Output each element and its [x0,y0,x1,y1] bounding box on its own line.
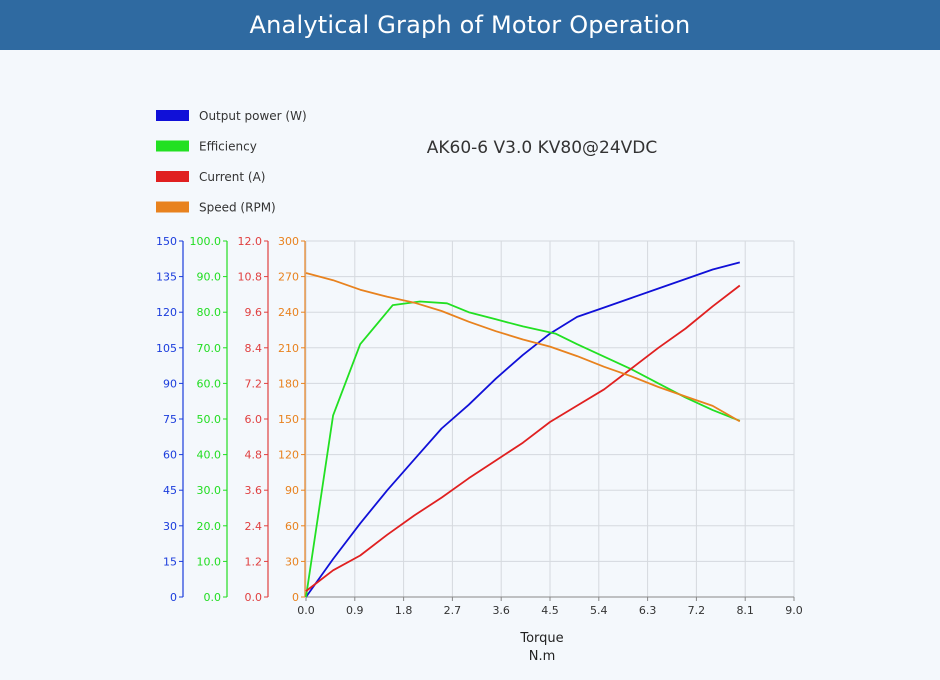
y-axis-current-tick-label: 8.4 [245,342,263,355]
y-axis-current-tick-label: 6.0 [245,413,263,426]
x-axis-unit: N.m [529,649,556,664]
y-axis-power-tick-label: 120 [156,306,177,319]
y-axis-current-tick-label: 12.0 [238,235,263,248]
legend-label-power: Output power (W) [199,109,307,123]
y-axis-eff-tick-label: 20.0 [197,520,222,533]
y-axis-eff-tick-label: 100.0 [190,235,222,248]
header-banner: Analytical Graph of Motor Operation [0,0,940,50]
legend-swatch-power [156,110,189,121]
y-axes: 0 15 30 45 60 75 90 105 120 135 150 0.0 10.0 20.0 30.0… [156,235,306,604]
y-axis-eff-tick-label: 70.0 [197,342,222,355]
y-axis-power-tick-label: 45 [163,484,177,497]
y-axis-power-tick-label: 135 [156,271,177,284]
x-tick-label: 3.6 [492,604,510,617]
legend-swatch-current [156,171,189,182]
y-axis-current-tick-label: 9.6 [245,306,263,319]
y-axis-power-tick-label: 60 [163,449,177,462]
series-group [305,261,741,598]
legend: Output power (W) Efficiency Current (A) Spe… [156,109,307,215]
x-tick-label: 9.0 [785,604,803,617]
y-axis-speed-tick-label: 30 [285,555,299,568]
y-axis-speed-tick-label: 270 [278,271,299,284]
y-axis-power-tick-label: 0 [170,591,177,604]
x-tick-label: 7.2 [688,604,706,617]
y-axis-eff-tick-label: 0.0 [204,591,222,604]
y-axis-power-tick-label: 90 [163,377,177,390]
y-axis-speed-tick-label: 150 [278,413,299,426]
x-tick-label: 6.3 [639,604,657,617]
x-axis: 0.0 0.9 1.8 2.7 3.6 4.5 5.4 6.3 7.2 8.1 9.0 [297,596,803,617]
y-axis-current-tick-label: 7.2 [245,377,263,390]
page-title: Analytical Graph of Motor Operation [249,11,691,39]
series-line-current [305,284,741,592]
y-axis-speed-tick-label: 180 [278,377,299,390]
x-axis-label: Torque [519,631,563,646]
y-axis-eff-tick-label: 40.0 [197,449,222,462]
x-tick-label: 2.7 [444,604,462,617]
chart-subtitle: AK60-6 V3.0 KV80@24VDC [427,138,657,158]
legend-label-speed: Speed (RPM) [199,201,276,215]
y-axis-speed-tick-label: 60 [285,520,299,533]
y-axis-eff-tick-label: 90.0 [197,271,222,284]
legend-label-eff: Efficiency [199,140,257,154]
x-tick-label: 5.4 [590,604,608,617]
y-axis-eff-tick-label: 80.0 [197,306,222,319]
y-axis-speed-tick-label: 240 [278,306,299,319]
y-axis-eff-tick-label: 30.0 [197,484,222,497]
y-axis-current-tick-label: 1.2 [245,555,263,568]
y-axis-power-tick-label: 150 [156,235,177,248]
x-tick-label: 8.1 [736,604,754,617]
y-axis-eff-tick-label: 50.0 [197,413,222,426]
y-axis-eff-tick-label: 60.0 [197,377,222,390]
y-axis-speed-tick-label: 300 [278,235,299,248]
legend-swatch-eff [156,140,189,152]
y-axis-power-tick-label: 30 [163,520,177,533]
legend-swatch-speed [156,201,189,213]
series-line-eff [305,300,741,598]
x-tick-label: 0.9 [346,604,364,617]
y-axis-eff-tick-label: 10.0 [197,555,222,568]
y-axis-power-tick-label: 105 [156,342,177,355]
x-tick-label: 0.0 [297,604,315,617]
series-line-power [305,261,741,598]
series-line-speed [305,272,741,423]
y-axis-speed-tick-label: 90 [285,484,299,497]
x-tick-label: 4.5 [541,604,559,617]
x-tick-label: 1.8 [395,604,413,617]
y-axis-current-tick-label: 0.0 [245,591,263,604]
y-axis-current-tick-label: 3.6 [245,484,263,497]
y-axis-current-tick-label: 2.4 [245,520,263,533]
y-axis-speed-tick-label: 210 [278,342,299,355]
legend-label-current: Current (A) [199,170,265,184]
y-axis-speed-tick-label: 0 [292,591,299,604]
y-axis-power-tick-label: 15 [163,555,177,568]
y-axis-current-tick-label: 4.8 [245,449,263,462]
y-axis-current-tick-label: 10.8 [238,271,263,284]
y-axis-power-tick-label: 75 [163,413,177,426]
y-axis-speed-tick-label: 120 [278,449,299,462]
